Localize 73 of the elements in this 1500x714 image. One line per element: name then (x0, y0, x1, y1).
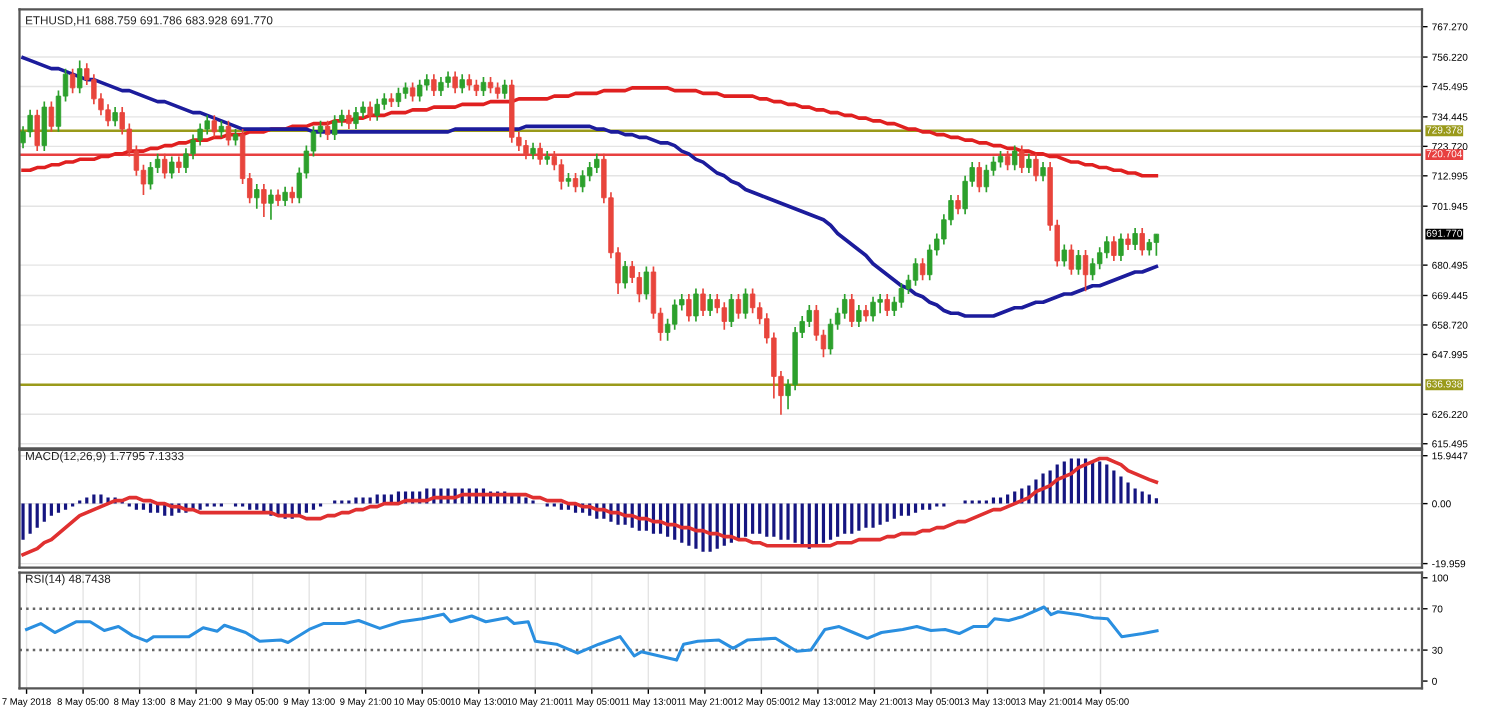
candlestick (1061, 243, 1067, 268)
candlestick (976, 161, 982, 194)
candlestick (332, 114, 338, 141)
candlestick (268, 188, 274, 221)
candlestick (48, 100, 55, 133)
candlestick (417, 78, 423, 103)
candlestick (622, 260, 628, 290)
candlestick (849, 293, 855, 328)
candlestick (169, 155, 175, 180)
candlestick (77, 59, 83, 95)
candlestick (686, 293, 692, 323)
candlestick (211, 114, 217, 139)
candlestick (643, 265, 650, 301)
candlestick (572, 172, 579, 194)
candlestick (856, 304, 862, 328)
candlestick (891, 295, 897, 317)
candlestick (1153, 233, 1160, 257)
candlestick (374, 98, 380, 122)
line-series (21, 55, 1159, 318)
line-series (21, 86, 1159, 178)
candlestick (367, 100, 373, 122)
candlestick (409, 81, 416, 103)
candlestick (452, 70, 458, 95)
candlestick (742, 287, 749, 320)
candlestick (1132, 227, 1138, 251)
candlestick (41, 100, 47, 152)
candlestick (672, 298, 678, 331)
candlestick (395, 87, 402, 108)
candlestick (594, 152, 600, 174)
candlestick (919, 257, 926, 282)
candlestick (1139, 227, 1145, 257)
candlestick (502, 78, 508, 100)
line-series (25, 605, 1159, 662)
candlestick (1075, 249, 1082, 276)
candlestick (225, 120, 232, 147)
candlestick (721, 301, 727, 331)
candlestick (955, 194, 961, 216)
candlestick (1111, 235, 1117, 262)
candlestick (1118, 232, 1124, 262)
candlestick (842, 293, 848, 320)
candlestick (579, 169, 586, 194)
candlestick (884, 293, 890, 317)
candlestick (1012, 144, 1018, 172)
candlestick (870, 295, 876, 323)
candlestick (69, 67, 76, 95)
candlestick (282, 185, 288, 207)
candlestick (983, 163, 990, 194)
candlestick (346, 109, 352, 130)
candlestick (1026, 152, 1032, 174)
candlestick (813, 304, 820, 342)
candlestick (1068, 243, 1075, 276)
candlestick (912, 257, 919, 287)
candlestick (898, 282, 905, 309)
candlestick (1040, 161, 1046, 183)
candlestick (438, 76, 444, 97)
candlestick (480, 76, 487, 97)
candlestick (112, 106, 118, 128)
candlestick (827, 317, 834, 356)
candlestick (693, 287, 699, 323)
candlestick (147, 161, 154, 191)
candlestick (459, 73, 465, 95)
candlestick (431, 73, 437, 97)
candlestick (1082, 249, 1089, 293)
candlestick (254, 183, 260, 210)
candlestick (707, 293, 713, 317)
candlestick (353, 106, 359, 130)
candlestick (877, 293, 883, 315)
candlestick (735, 293, 742, 320)
candlestick (728, 293, 735, 328)
candlestick (261, 183, 267, 218)
candlestick (324, 120, 331, 141)
candlestick (700, 287, 706, 317)
candlestick (587, 161, 593, 183)
